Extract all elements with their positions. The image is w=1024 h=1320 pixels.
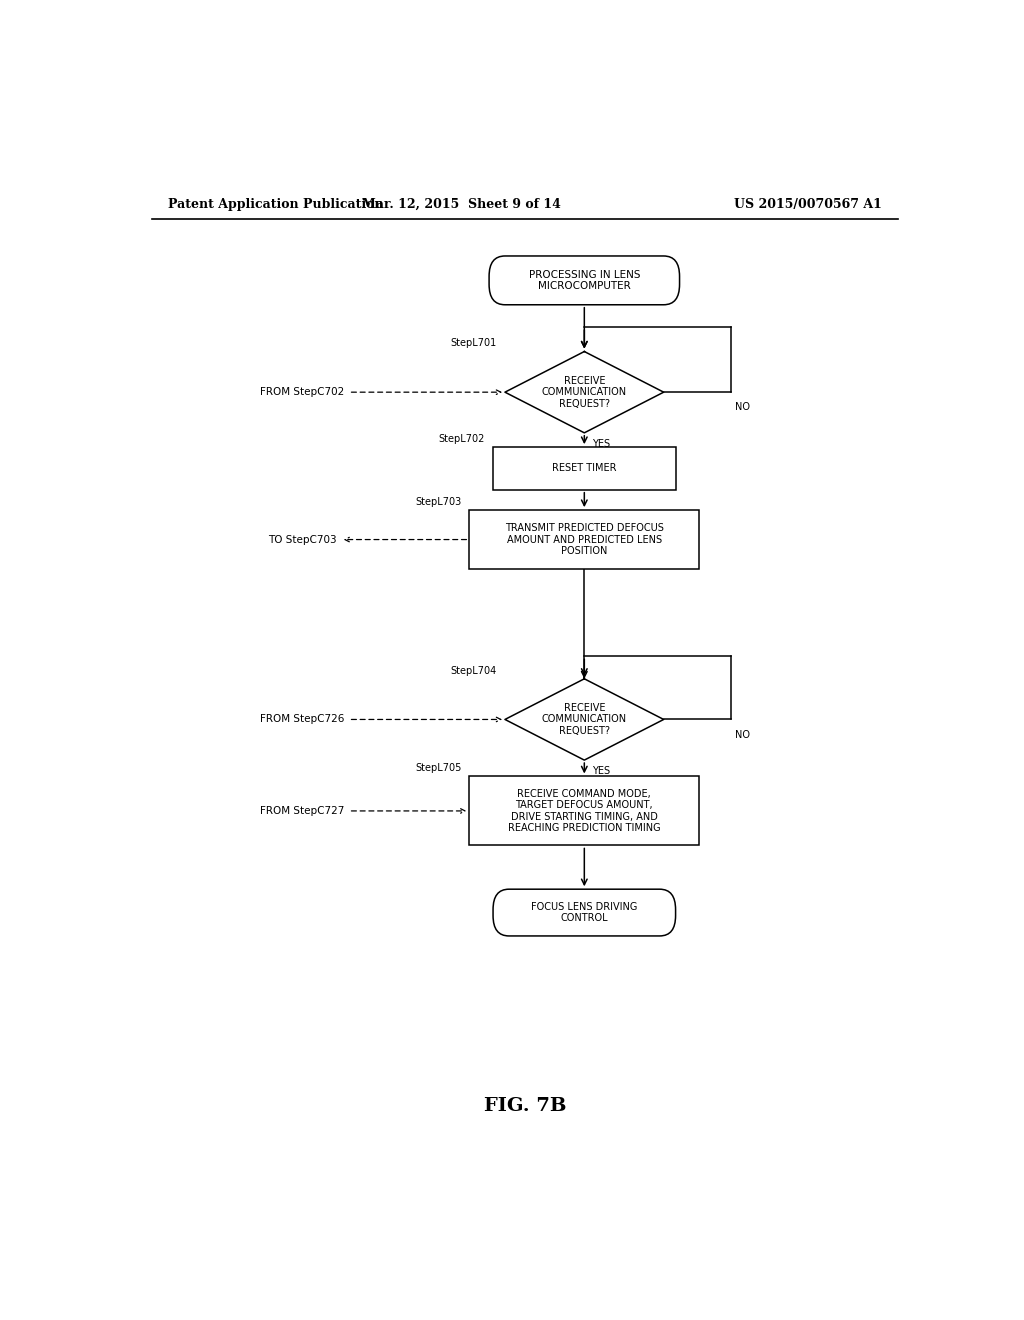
Polygon shape: [505, 678, 664, 760]
FancyBboxPatch shape: [494, 890, 676, 936]
Text: US 2015/0070567 A1: US 2015/0070567 A1: [734, 198, 882, 211]
Text: RECEIVE COMMAND MODE,
TARGET DEFOCUS AMOUNT,
DRIVE STARTING TIMING, AND
REACHING: RECEIVE COMMAND MODE, TARGET DEFOCUS AMO…: [508, 788, 660, 833]
Text: FOCUS LENS DRIVING
CONTROL: FOCUS LENS DRIVING CONTROL: [531, 902, 638, 924]
Text: FROM StepC727: FROM StepC727: [260, 807, 345, 816]
Text: RECEIVE
COMMUNICATION
REQUEST?: RECEIVE COMMUNICATION REQUEST?: [542, 376, 627, 409]
Text: FROM StepC702: FROM StepC702: [260, 387, 345, 397]
Text: FIG. 7B: FIG. 7B: [483, 1097, 566, 1114]
FancyBboxPatch shape: [469, 776, 699, 846]
FancyBboxPatch shape: [489, 256, 680, 305]
FancyBboxPatch shape: [494, 447, 676, 490]
Text: Patent Application Publication: Patent Application Publication: [168, 198, 383, 211]
Text: StepL704: StepL704: [451, 665, 497, 676]
Text: YES: YES: [592, 440, 610, 449]
FancyBboxPatch shape: [469, 510, 699, 569]
Text: StepL701: StepL701: [451, 338, 497, 348]
Text: Mar. 12, 2015  Sheet 9 of 14: Mar. 12, 2015 Sheet 9 of 14: [361, 198, 561, 211]
Text: StepL705: StepL705: [415, 763, 461, 774]
Text: RECEIVE
COMMUNICATION
REQUEST?: RECEIVE COMMUNICATION REQUEST?: [542, 702, 627, 737]
Text: TRANSMIT PREDICTED DEFOCUS
AMOUNT AND PREDICTED LENS
POSITION: TRANSMIT PREDICTED DEFOCUS AMOUNT AND PR…: [505, 523, 664, 556]
Text: PROCESSING IN LENS
MICROCOMPUTER: PROCESSING IN LENS MICROCOMPUTER: [528, 269, 640, 292]
Text: YES: YES: [592, 766, 610, 776]
Text: RESET TIMER: RESET TIMER: [552, 463, 616, 474]
Text: NO: NO: [735, 730, 751, 739]
Text: TO StepC703: TO StepC703: [268, 535, 337, 545]
Text: StepL702: StepL702: [438, 434, 485, 444]
Text: NO: NO: [735, 403, 751, 412]
Text: StepL703: StepL703: [415, 498, 461, 507]
Text: FROM StepC726: FROM StepC726: [260, 714, 345, 725]
Polygon shape: [505, 351, 664, 433]
